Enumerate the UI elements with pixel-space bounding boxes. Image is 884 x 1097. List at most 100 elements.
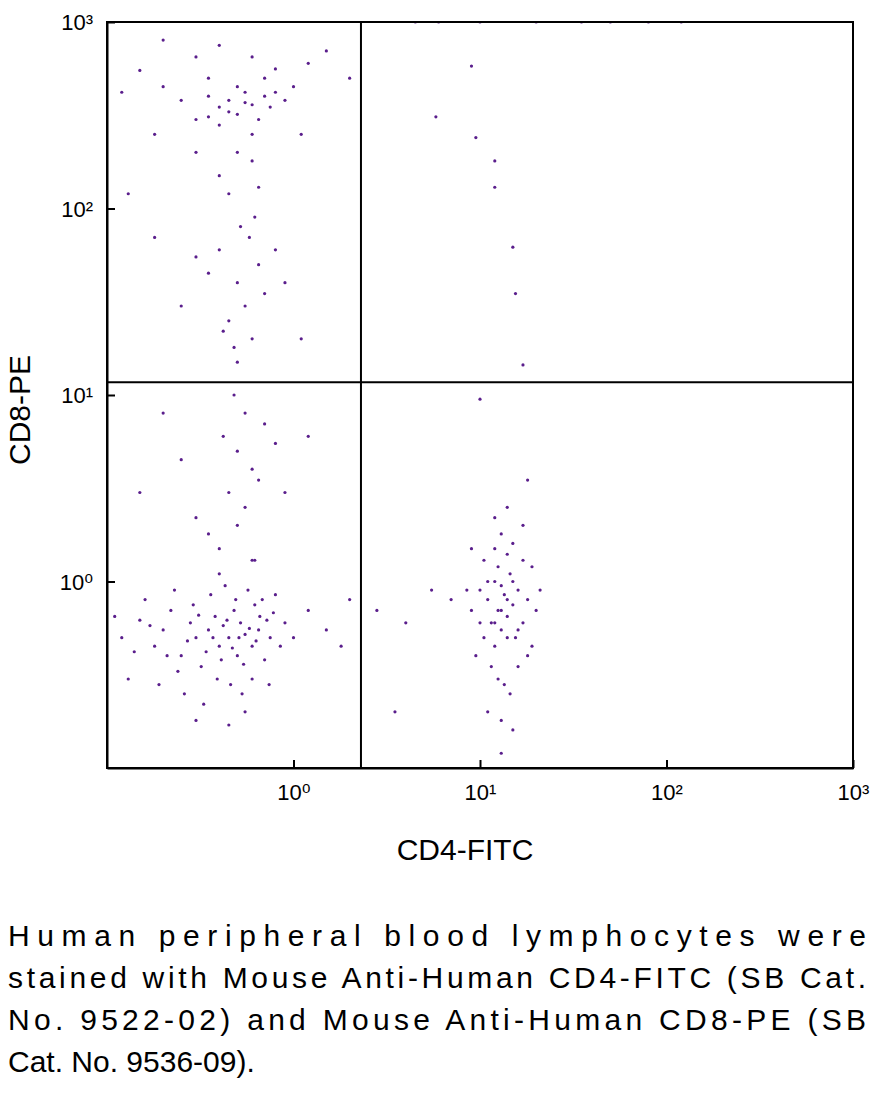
- event-dot: [180, 654, 183, 657]
- event-dot: [253, 559, 256, 562]
- event-dot: [229, 683, 232, 686]
- event-dot: [242, 663, 245, 666]
- event-dot: [162, 411, 165, 414]
- event-dot: [516, 665, 519, 668]
- event-dot: [263, 422, 266, 425]
- event-dot: [246, 588, 249, 591]
- event-dot: [251, 133, 254, 136]
- event-dot: [243, 91, 246, 94]
- event-dot: [474, 136, 477, 139]
- event-dot: [138, 619, 141, 622]
- event-dot: [236, 524, 239, 527]
- event-dot: [340, 645, 343, 648]
- caption-line: Cat. No. 9536-09).: [8, 1045, 255, 1078]
- event-dot: [538, 588, 541, 591]
- event-dot: [508, 692, 511, 695]
- event-dot: [251, 645, 254, 648]
- event-dot: [253, 215, 256, 218]
- tick: 10¹: [465, 760, 497, 805]
- event-dot: [348, 77, 351, 80]
- tick-label: 10²: [61, 197, 93, 222]
- event-dot: [292, 85, 295, 88]
- event-dot: [307, 435, 310, 438]
- event-dot: [251, 103, 254, 106]
- event-dot: [218, 44, 221, 47]
- event-dot: [207, 115, 210, 118]
- gate-vertical: [360, 22, 362, 768]
- event-dot: [214, 615, 217, 618]
- event-dot: [269, 636, 272, 639]
- event-dot: [496, 565, 499, 568]
- event-dot: [236, 85, 239, 88]
- event-dot: [404, 621, 407, 624]
- event-dot: [521, 559, 524, 562]
- tick-label: 10²: [651, 780, 683, 805]
- event-dot: [162, 628, 165, 631]
- event-dot: [153, 645, 156, 648]
- event-dot: [222, 624, 225, 627]
- event-dot: [227, 99, 230, 102]
- event-dot: [227, 319, 230, 322]
- event-dot: [283, 491, 286, 494]
- tick: 10¹: [61, 383, 115, 408]
- event-dot: [127, 192, 130, 195]
- event-dot: [348, 598, 351, 601]
- event-dot: [227, 723, 230, 726]
- event-dot: [236, 361, 239, 364]
- event-dot: [254, 639, 257, 642]
- event-dot: [234, 598, 237, 601]
- event-dot: [207, 272, 210, 275]
- event-dot: [227, 491, 230, 494]
- event-dot: [279, 645, 282, 648]
- event-dot: [526, 598, 529, 601]
- event-dot: [120, 91, 123, 94]
- y-axis: 10⁰10¹10²10³: [60, 10, 115, 768]
- event-dot: [430, 588, 433, 591]
- event-dot: [224, 584, 227, 587]
- event-dot: [220, 658, 223, 661]
- event-dot: [516, 628, 519, 631]
- event-dot: [300, 133, 303, 136]
- event-dot: [218, 174, 221, 177]
- tick: 10³: [838, 760, 870, 805]
- event-dot: [274, 91, 277, 94]
- event-dot: [506, 598, 509, 601]
- event-dot: [236, 113, 239, 116]
- event-dot: [493, 159, 496, 162]
- event-dot: [500, 584, 503, 587]
- event-dot: [186, 639, 189, 642]
- event-dot: [257, 478, 260, 481]
- event-dot: [500, 609, 503, 612]
- event-dot: [127, 677, 130, 680]
- event-dot: [257, 628, 260, 631]
- tick-mark: [666, 760, 668, 768]
- event-dot: [169, 609, 172, 612]
- event-dot: [162, 38, 165, 41]
- event-dot: [283, 621, 286, 624]
- event-dot: [482, 636, 485, 639]
- event-dot: [511, 542, 514, 545]
- event-dot: [269, 105, 272, 108]
- event-dot: [393, 710, 396, 713]
- event-dot: [521, 524, 524, 527]
- event-dot: [148, 624, 151, 627]
- event-dot: [478, 398, 481, 401]
- event-dot: [202, 703, 205, 706]
- event-dot: [218, 248, 221, 251]
- event-dot: [500, 752, 503, 755]
- event-dot: [243, 506, 246, 509]
- event-dot: [503, 683, 506, 686]
- event-dot: [274, 442, 277, 445]
- event-dot: [268, 683, 271, 686]
- event-dot: [205, 650, 208, 653]
- event-dot: [162, 85, 165, 88]
- event-dot: [253, 603, 256, 606]
- event-dot: [486, 598, 489, 601]
- event-dot: [283, 281, 286, 284]
- tick: 10²: [61, 197, 115, 222]
- event-dot: [248, 627, 251, 630]
- tick-mark: [480, 760, 482, 768]
- event-dot: [157, 683, 160, 686]
- event-dot: [375, 609, 378, 612]
- caption-line: stained with Mouse Anti-Human CD4-FITC (…: [8, 961, 866, 994]
